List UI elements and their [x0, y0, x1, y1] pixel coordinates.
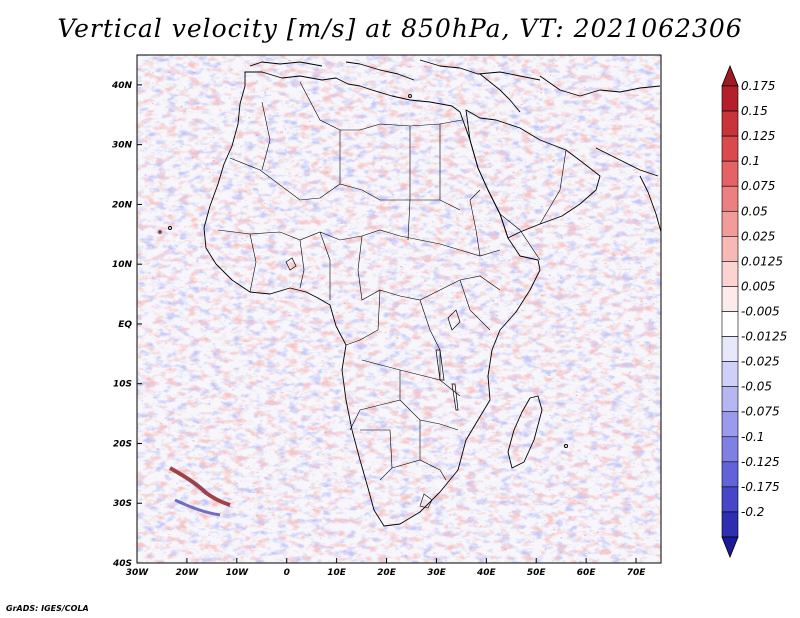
colorbar-swatch: [721, 135, 739, 162]
y-axis: 40N 30N 20N 10N EQ 10S 20S 30S 40S: [111, 81, 142, 569]
colorbar-label: 0.1: [741, 154, 760, 168]
colorbar-swatch: [721, 361, 739, 387]
colorbar-label: 0.0125: [741, 254, 783, 268]
colorbar-swatch: [721, 436, 739, 463]
coastlines: [158, 59, 661, 527]
colorbar-label: -0.2: [741, 505, 764, 519]
colorbar-label: -0.175: [741, 480, 780, 494]
colorbar-swatch: [721, 85, 739, 112]
y-tick-label: 10S: [113, 380, 132, 390]
x-tick-label: 30E: [427, 568, 447, 578]
colorbar-swatch: [721, 411, 739, 438]
y-tick-label: EQ: [118, 320, 132, 330]
colorbar-label: -0.0125: [741, 330, 787, 344]
map-title: Vertical velocity [m/s] at 850hPa, VT: 2…: [57, 14, 743, 43]
colorbar-bottom-arrow: [721, 536, 739, 559]
x-tick-label: 60E: [577, 568, 597, 578]
colorbar: 0.175 0.15 0.125 0.1 0.075 0.05 0.025 0.0125 0.0…: [721, 64, 787, 559]
x-tick-label: 30W: [126, 568, 150, 578]
colorbar-swatch: [721, 461, 739, 488]
y-tick-label: 30N: [112, 141, 133, 151]
colorbar-swatch: [721, 336, 739, 362]
y-tick-label: 10N: [112, 260, 133, 270]
colorbar-label: 0.05: [741, 204, 768, 218]
colorbar-swatch: [721, 210, 739, 237]
y-tick-label: 40N: [111, 81, 133, 91]
x-tick-label: 20W: [176, 568, 200, 578]
x-tick-label: 10W: [226, 568, 250, 578]
x-tick-label: 0: [284, 568, 290, 578]
colorbar-label: -0.025: [741, 355, 780, 369]
vertical-velocity-fine-structure: [137, 55, 661, 563]
x-axis: 30W 20W 10W 0 10E 20E 30E 40E 50E 60E 70E: [126, 558, 646, 578]
x-tick-label: 10E: [327, 568, 347, 578]
y-tick-label: 40S: [112, 559, 132, 569]
colorbar-swatch: [721, 486, 739, 513]
colorbar-label: -0.05: [741, 380, 772, 394]
colorbar-swatch: [721, 261, 739, 287]
colorbar-swatch: [721, 511, 739, 538]
colorbar-label: 0.15: [741, 104, 768, 118]
colorbar-label: 0.125: [741, 129, 775, 143]
credit-label: GrADS: IGES/COLA: [6, 604, 89, 613]
x-tick-label: 70E: [627, 568, 647, 578]
y-tick-label: 20N: [112, 200, 133, 210]
x-tick-label: 50E: [527, 568, 547, 578]
colorbar-swatch: [721, 386, 739, 413]
strong-descent-band: [174, 498, 221, 517]
colorbar-label: 0.175: [741, 79, 775, 93]
colorbar-label: 0.075: [741, 179, 775, 193]
colorbar-label: -0.1: [741, 430, 764, 444]
colorbar-label: -0.005: [741, 305, 780, 319]
colorbar-swatch: [721, 110, 739, 137]
colorbar-label: 0.005: [741, 279, 775, 293]
colorbar-top-arrow: [721, 64, 739, 87]
colorbar-swatch: [721, 185, 739, 212]
y-tick-label: 30S: [113, 499, 132, 509]
colorbar-label: -0.075: [741, 405, 780, 419]
colorbar-swatch: [721, 286, 739, 312]
colorbar-label: 0.025: [741, 229, 775, 243]
colorbar-swatch: [721, 311, 739, 337]
x-tick-label: 40E: [476, 568, 497, 578]
colorbar-swatch: [721, 160, 739, 187]
country-borders: [217, 81, 567, 509]
x-tick-label: 20E: [377, 568, 397, 578]
plot-area: [137, 55, 661, 563]
colorbar-swatch: [721, 236, 739, 262]
y-tick-label: 20S: [113, 439, 132, 449]
plot-frame: [136, 54, 662, 564]
strong-ascent-band: [169, 466, 231, 507]
lakes: [285, 257, 461, 411]
colorbar-label: -0.125: [741, 455, 780, 469]
